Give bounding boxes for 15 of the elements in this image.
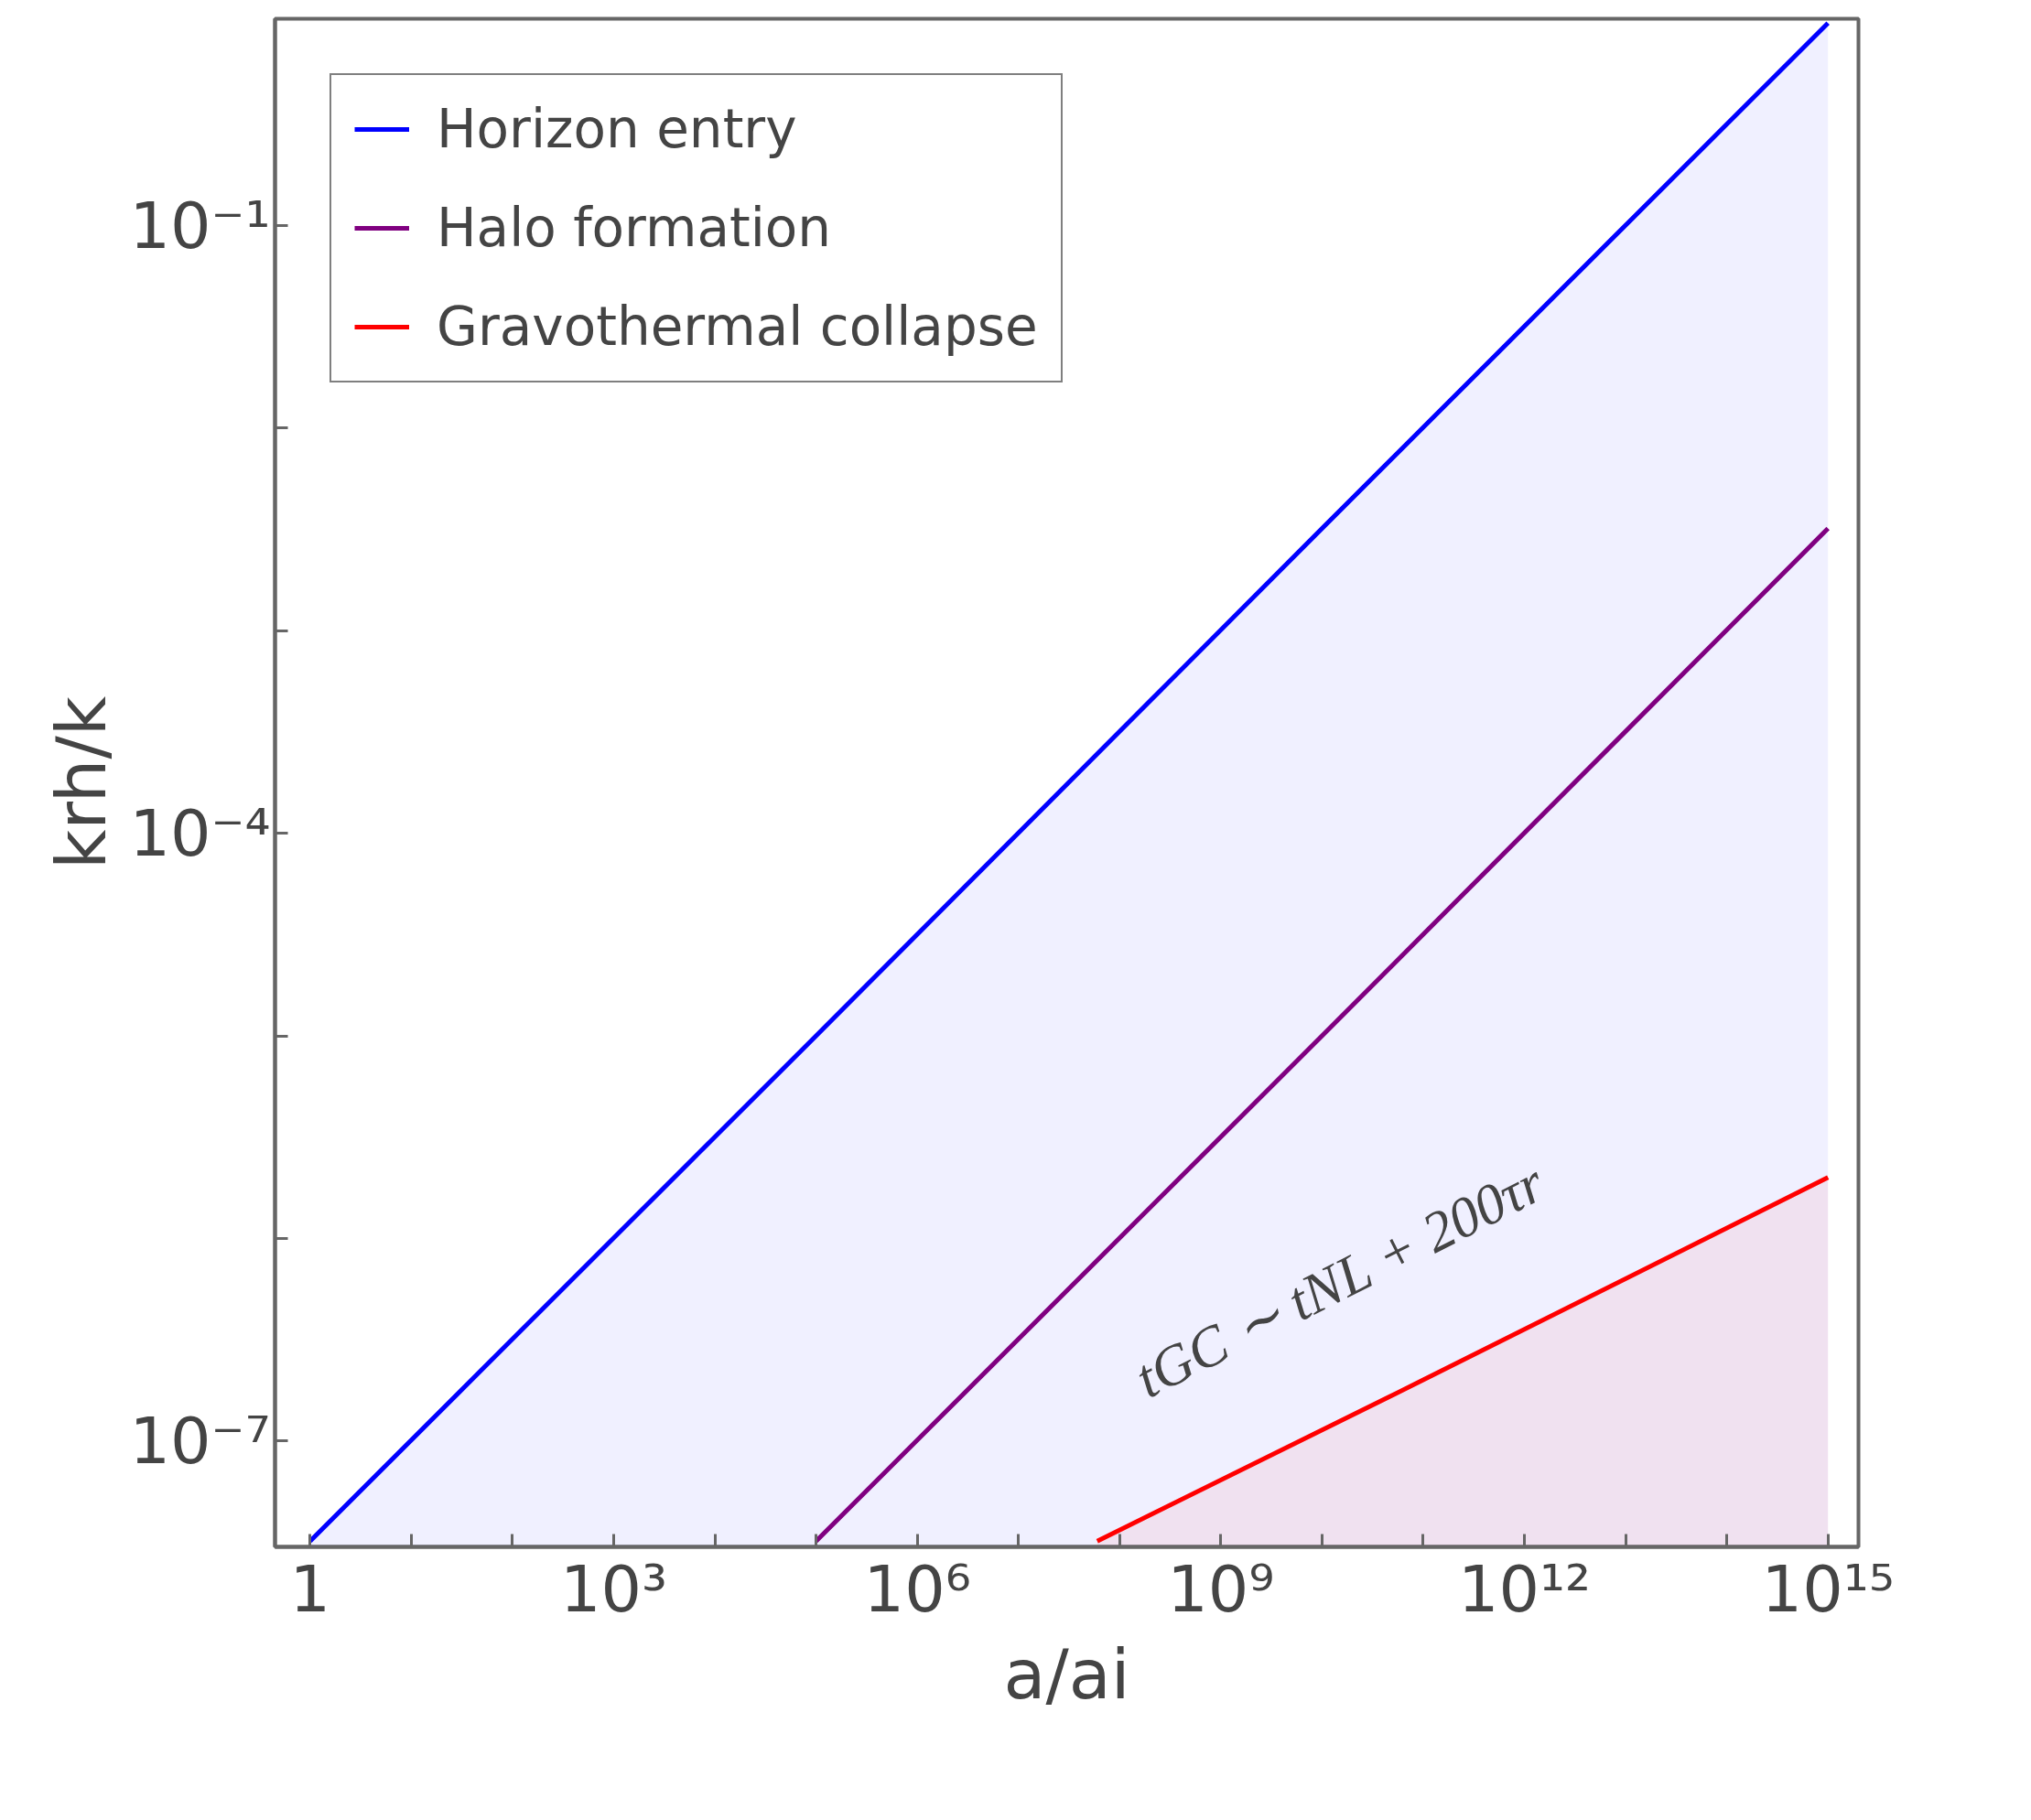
legend-label: Halo formation bbox=[437, 197, 832, 259]
x-tick-label: 10¹² bbox=[1457, 1551, 1592, 1627]
legend-label: Horizon entry bbox=[437, 98, 797, 160]
x-tick-label: 10³ bbox=[559, 1551, 668, 1627]
legend-label: Gravothermal collapse bbox=[437, 296, 1038, 358]
x-tick-label: 10⁶ bbox=[863, 1551, 971, 1627]
x-tick-label: 10⁹ bbox=[1167, 1551, 1275, 1627]
y-axis-title: krh/k bbox=[41, 695, 123, 870]
y-tick-label: 10⁻¹ bbox=[129, 188, 271, 264]
x-tick-label: 1 bbox=[289, 1551, 331, 1627]
x-tick-label: 10¹⁵ bbox=[1761, 1551, 1895, 1627]
y-tick-label: 10⁻⁷ bbox=[129, 1403, 271, 1479]
annotation: tGC ∼ tNL + 200τr bbox=[1125, 1150, 1555, 1410]
y-tick-label: 10⁻⁴ bbox=[129, 795, 271, 871]
x-axis-title: a/ai bbox=[1003, 1633, 1130, 1715]
